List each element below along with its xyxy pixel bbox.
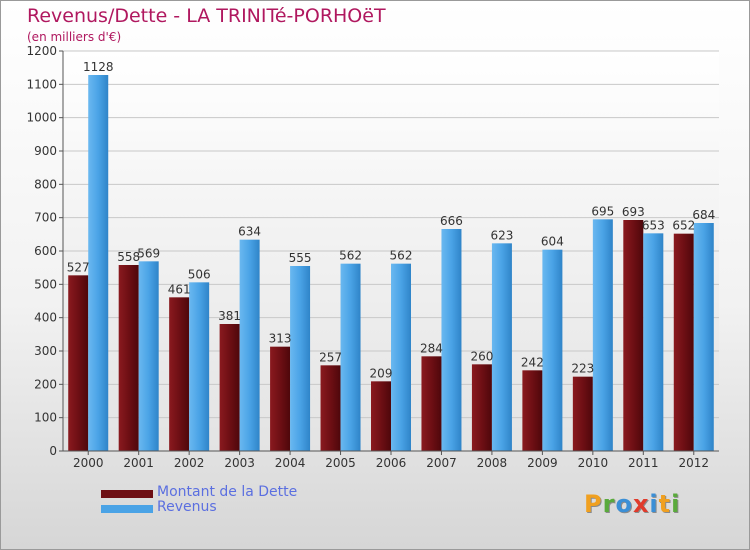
x-tick-label-2012: 2012 xyxy=(678,456,709,470)
value-label-debt-2001: 558 xyxy=(117,250,140,264)
legend-label-debt: Montant de la Dette xyxy=(157,484,298,500)
value-label-debt-2012: 652 xyxy=(672,219,695,233)
value-label-revenue-2011: 653 xyxy=(642,218,665,232)
y-tick-label: 300 xyxy=(34,344,57,358)
bar-debt-2006 xyxy=(371,381,391,451)
bar-revenue-2011 xyxy=(643,233,664,451)
y-tick-label: 0 xyxy=(49,444,57,458)
x-tick-label-2003: 2003 xyxy=(224,456,255,470)
value-label-revenue-2010: 695 xyxy=(591,204,614,218)
bar-revenue-2002 xyxy=(189,282,210,451)
y-tick-label: 100 xyxy=(34,411,57,425)
bar-revenue-2003 xyxy=(239,239,260,451)
bar-debt-2003 xyxy=(219,324,240,451)
value-label-debt-2009: 242 xyxy=(521,355,544,369)
x-tick-label-2010: 2010 xyxy=(578,456,609,470)
logo-letter: r xyxy=(602,490,616,518)
logo-letter: P xyxy=(584,490,603,518)
value-label-debt-2003: 381 xyxy=(218,309,241,323)
y-tick-label: 200 xyxy=(34,377,57,391)
logo-letter: i xyxy=(671,490,681,518)
value-label-debt-2006: 209 xyxy=(370,366,393,380)
value-label-revenue-2001: 569 xyxy=(137,246,160,260)
logo-letter: i xyxy=(649,490,659,518)
value-label-revenue-2007: 666 xyxy=(440,214,463,228)
bar-revenue-2005 xyxy=(340,263,361,451)
y-tick-label: 1100 xyxy=(26,77,57,91)
y-tick-label: 500 xyxy=(34,277,57,291)
bar-debt-2004 xyxy=(270,346,291,451)
value-label-debt-2008: 260 xyxy=(470,349,493,363)
y-tick-label: 800 xyxy=(34,177,57,191)
x-tick-label-2011: 2011 xyxy=(628,456,659,470)
proxiti-logo: Proxiti xyxy=(584,490,680,518)
y-tick-label: 700 xyxy=(34,211,57,225)
bar-revenue-2004 xyxy=(290,266,311,451)
x-tick-label-2006: 2006 xyxy=(376,456,407,470)
value-label-revenue-2002: 506 xyxy=(188,267,211,281)
bar-revenue-2007 xyxy=(441,229,462,451)
bar-debt-2009 xyxy=(522,370,543,451)
value-label-revenue-2012: 684 xyxy=(692,208,715,222)
bar-revenue-2008 xyxy=(491,243,512,451)
value-label-debt-2004: 313 xyxy=(269,332,292,346)
bar-revenue-2001 xyxy=(138,261,159,451)
x-tick-label-2005: 2005 xyxy=(325,456,356,470)
bar-revenue-2012 xyxy=(693,223,714,451)
bar-debt-2007 xyxy=(421,356,442,451)
value-label-debt-2011: 693 xyxy=(622,205,645,219)
value-label-revenue-2003: 634 xyxy=(238,225,261,239)
logo-letter: o xyxy=(615,490,633,518)
value-label-debt-2010: 223 xyxy=(571,362,594,376)
chart-title: Revenus/Dette - LA TRINITé-PORHOëT xyxy=(27,5,386,27)
value-label-debt-2000: 527 xyxy=(67,260,90,274)
bar-revenue-2010 xyxy=(592,219,613,451)
legend-swatch-debt xyxy=(101,490,153,498)
value-label-debt-2005: 257 xyxy=(319,350,342,364)
bar-debt-2001 xyxy=(118,265,139,451)
legend-label-revenue: Revenus xyxy=(157,499,217,515)
bar-debt-2008 xyxy=(471,364,492,451)
logo-letter: t xyxy=(658,490,672,518)
x-tick-label-2000: 2000 xyxy=(73,456,104,470)
bar-debt-2005 xyxy=(320,365,341,451)
value-label-debt-2002: 461 xyxy=(168,282,191,296)
chart-subtitle: (en milliers d'€) xyxy=(27,30,122,44)
value-label-revenue-2009: 604 xyxy=(541,235,564,249)
bar-debt-2012 xyxy=(673,233,694,451)
y-tick-label: 1200 xyxy=(26,44,57,58)
bar-debt-2000 xyxy=(68,275,89,451)
y-tick-label: 1000 xyxy=(26,111,57,125)
legend-swatch-revenue xyxy=(101,505,153,513)
value-label-revenue-2000: 1128 xyxy=(83,60,114,74)
y-tick-label: 900 xyxy=(34,144,57,158)
logo-letter: x xyxy=(632,490,650,518)
bar-debt-2011 xyxy=(623,220,644,451)
bar-revenue-2009 xyxy=(542,249,563,451)
x-tick-label-2008: 2008 xyxy=(477,456,508,470)
x-tick-label-2007: 2007 xyxy=(426,456,457,470)
value-label-revenue-2004: 555 xyxy=(289,251,312,265)
x-tick-label-2009: 2009 xyxy=(527,456,558,470)
bar-revenue-2006 xyxy=(391,263,411,451)
bar-revenue-2000 xyxy=(88,75,109,451)
y-tick-label: 400 xyxy=(34,311,57,325)
y-tick-label: 600 xyxy=(34,244,57,258)
value-label-debt-2007: 284 xyxy=(420,341,443,355)
x-tick-label-2002: 2002 xyxy=(174,456,205,470)
value-label-revenue-2008: 623 xyxy=(490,228,513,242)
value-label-revenue-2006: 562 xyxy=(390,249,413,263)
x-tick-label-2001: 2001 xyxy=(123,456,154,470)
bar-debt-2010 xyxy=(572,376,593,451)
bar-debt-2002 xyxy=(169,297,190,451)
x-tick-label-2004: 2004 xyxy=(275,456,306,470)
value-label-revenue-2005: 562 xyxy=(339,249,362,263)
